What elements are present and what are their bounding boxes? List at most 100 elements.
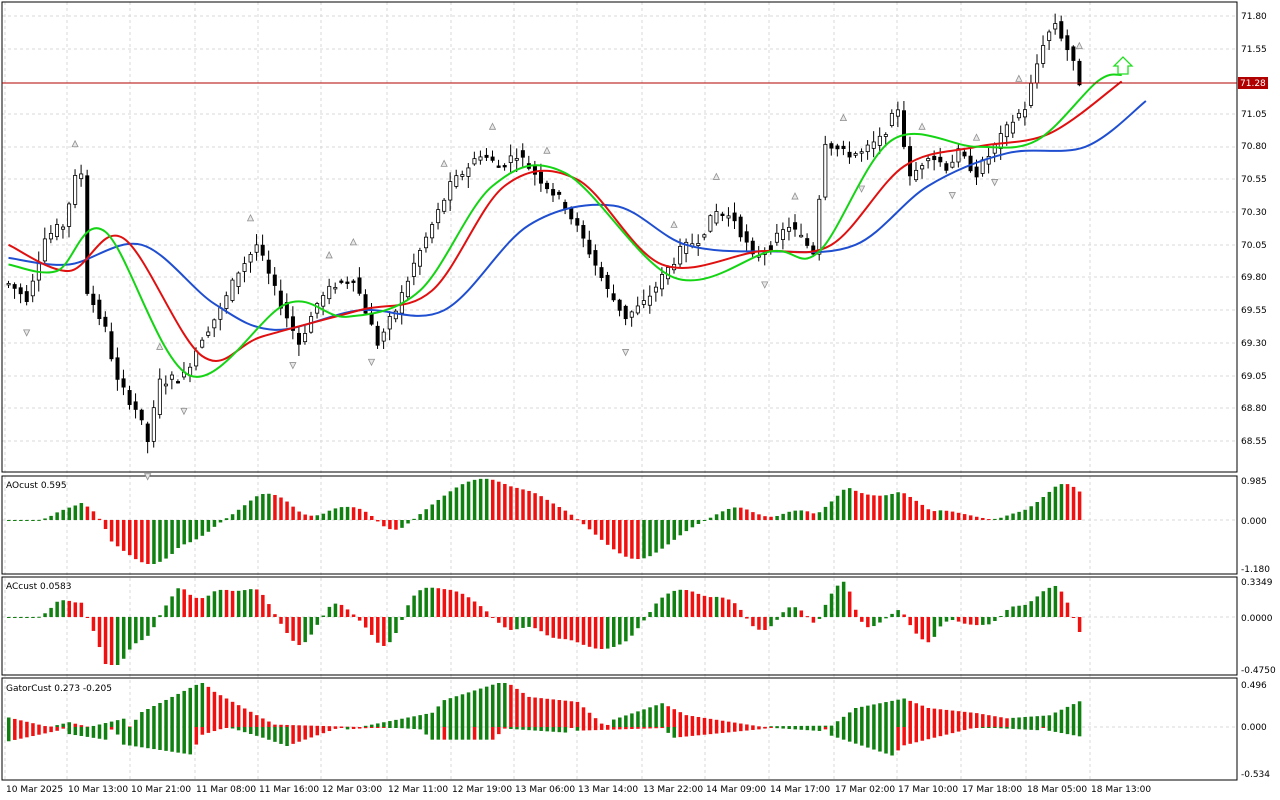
gator-lower-bar — [878, 727, 882, 752]
gator-upper-bar — [140, 712, 144, 727]
fractal-icon — [71, 139, 79, 148]
ao-bar — [618, 520, 622, 554]
ac-bar — [1029, 601, 1033, 617]
gator-upper-bar — [55, 725, 59, 727]
ac-bar — [599, 617, 604, 649]
ac-bar — [1059, 591, 1064, 617]
gator-lower-bar — [757, 727, 761, 730]
gator-lower-bar — [206, 727, 211, 733]
ao-bar — [164, 520, 168, 559]
ac-bar — [751, 617, 755, 627]
ao-panel[interactable] — [1, 475, 1238, 575]
ao-bar — [406, 520, 410, 524]
ao-bar — [255, 496, 259, 520]
gator-upper-bar — [412, 716, 416, 727]
ao-bar — [551, 503, 555, 520]
price-tick: 70.55 — [1241, 175, 1267, 185]
ao-bar — [854, 490, 858, 520]
gator-lower-bar — [61, 727, 65, 729]
gator-lower-bar — [636, 727, 640, 729]
ac-bar — [1071, 617, 1076, 618]
gator-upper-bar — [835, 721, 840, 727]
gator-upper-bar — [321, 725, 326, 727]
ac-bar — [545, 617, 549, 636]
ac-panel[interactable] — [1, 576, 1238, 676]
gator-panel[interactable] — [1, 677, 1238, 781]
gator-lower-bar — [896, 727, 900, 751]
price-panel[interactable] — [1, 1, 1238, 473]
gator-upper-bar — [436, 706, 441, 727]
gator-lower-bar — [1071, 727, 1076, 736]
gator-lower-bar — [938, 727, 943, 737]
gator-upper-bar — [593, 718, 598, 727]
price-axis: 71.80 71.55 71.05 70.80 70.55 70.30 70.0… — [1241, 12, 1267, 447]
ao-bar — [430, 504, 434, 520]
ac-bar — [805, 616, 810, 618]
gator-lower-bar — [1065, 727, 1070, 735]
ao-bar — [418, 514, 422, 520]
fractal-icon — [991, 179, 999, 187]
gator-upper-bar — [975, 713, 979, 727]
fractal-icon — [972, 133, 981, 141]
fractal-icon — [761, 281, 769, 289]
gator-lower-bar — [509, 727, 513, 729]
ac-bar — [140, 617, 144, 641]
candle-body — [750, 240, 755, 255]
gator-lower-bar — [829, 727, 834, 736]
ao-bar — [690, 520, 695, 528]
price-tick: 71.55 — [1241, 45, 1267, 55]
candle-body — [768, 245, 773, 251]
gator-lower-bar — [339, 727, 344, 728]
gator-lower-bar — [920, 727, 925, 741]
ao-bar — [478, 478, 483, 520]
candle-body — [1016, 112, 1021, 119]
gator-upper-bar — [61, 723, 65, 727]
gator-lower-bar — [1041, 727, 1046, 728]
ac-tick-zero: 0.0000 — [1241, 614, 1273, 624]
ao-tick-top: 0.985 — [1241, 477, 1267, 487]
gator-lower-bar — [902, 727, 906, 746]
gator-upper-bar — [599, 723, 604, 727]
ac-bar — [581, 617, 586, 645]
gator-upper-bar — [394, 719, 398, 727]
ao-bar — [297, 511, 301, 520]
gator-lower-bar — [466, 727, 471, 740]
gator-upper-bar — [714, 719, 719, 727]
time-axis: 10 Mar 2025 10 Mar 13:00 10 Mar 21:00 11 Ma… — [6, 785, 1151, 795]
ac-bar — [860, 617, 864, 622]
candle-body — [133, 401, 138, 410]
candle-body — [738, 216, 743, 238]
candle-body — [30, 280, 35, 297]
candle-body — [272, 274, 277, 286]
ao-bar — [249, 500, 253, 520]
gator-lower-bar — [109, 727, 114, 730]
candle-body — [629, 311, 634, 318]
gator-upper-bar — [424, 713, 428, 727]
gator-upper-bar — [654, 705, 658, 727]
gator-lower-bar — [551, 727, 555, 732]
candle-body — [647, 295, 652, 306]
ao-bar — [920, 504, 925, 520]
gator-lower-bar — [841, 727, 846, 740]
ao-bar — [206, 520, 211, 532]
ac-bar — [739, 609, 743, 617]
ao-bar — [376, 520, 380, 522]
gator-upper-bar — [781, 726, 785, 728]
gator-lower-bar — [987, 727, 991, 728]
ac-bar — [212, 591, 217, 617]
gator-upper-bar — [587, 712, 592, 727]
candle-body — [902, 110, 907, 147]
ac-bar — [757, 617, 761, 630]
gator-upper-bar — [255, 715, 259, 727]
gator-lower-bar — [309, 727, 313, 738]
ao-bar — [884, 495, 888, 520]
ao-bar — [91, 511, 96, 520]
ao-bar — [1047, 491, 1052, 520]
gator-upper-bar — [19, 720, 23, 727]
gator-lower-bar — [424, 727, 428, 735]
ac-bar — [823, 604, 828, 617]
gator-lower-bar — [678, 727, 683, 738]
ac-bar — [376, 617, 380, 643]
candle-body — [296, 332, 301, 345]
